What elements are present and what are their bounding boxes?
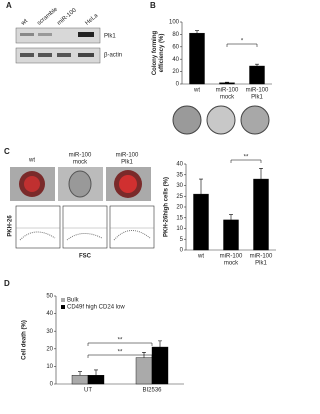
panel-label: A xyxy=(6,1,12,10)
legend-label: CD49f high CD24 low xyxy=(67,305,125,311)
y-tick-label: 40 xyxy=(172,57,179,63)
significance-bracket xyxy=(230,159,262,163)
y-tick-label: 10 xyxy=(176,226,183,232)
axis-label: FSC xyxy=(79,254,92,260)
x-tick-label: UT xyxy=(84,388,92,394)
flow-plots: PKH-26 FSC xyxy=(8,205,155,260)
y-tick-label: 0 xyxy=(50,382,54,388)
y-tick-label: 15 xyxy=(176,215,183,221)
image-label: miR-100 xyxy=(116,153,139,159)
bar xyxy=(223,219,239,251)
y-tick-label: 25 xyxy=(176,194,183,200)
x-tick-label: mock xyxy=(224,261,239,267)
y-axis-label: Cell death (%) xyxy=(22,320,28,360)
x-tick-label: miR-100 xyxy=(220,254,243,260)
lane-label: wt xyxy=(20,18,29,27)
lane-label: HeLa xyxy=(84,12,99,26)
x-tick-label: wt xyxy=(197,254,204,260)
significance-label: * xyxy=(241,39,244,45)
y-tick-label: 0 xyxy=(176,82,180,88)
error-bar xyxy=(195,30,199,34)
lane-label: miR-100 xyxy=(56,7,78,27)
bar xyxy=(219,82,235,85)
error-bar xyxy=(94,369,98,376)
bar xyxy=(87,375,105,385)
image-label: wt xyxy=(28,158,35,164)
bar xyxy=(71,375,89,385)
bar xyxy=(189,32,205,85)
x-tick-label: mock xyxy=(220,95,235,101)
error-bar xyxy=(255,63,259,67)
sphere-images: wt miR-100 mock miR-100 Plk1 xyxy=(10,153,151,201)
y-tick-label: 50 xyxy=(46,294,53,300)
significance-bracket xyxy=(87,342,153,346)
significance-label: ** xyxy=(118,338,123,344)
x-tick-label: Plk1 xyxy=(255,261,267,267)
x-tick-label: wt xyxy=(193,88,200,94)
bar xyxy=(249,65,265,85)
y-tick-label: 30 xyxy=(176,183,183,189)
axis-label: PKH-26 xyxy=(8,215,14,237)
image-label: mock xyxy=(73,160,88,166)
y-tick-label: 80 xyxy=(172,32,179,38)
y-tick-label: 60 xyxy=(172,44,179,50)
y-axis-label: efficiency (%) xyxy=(159,34,165,73)
bar xyxy=(135,357,153,385)
y-axis-label: PKH-26high cells (%) xyxy=(164,177,170,237)
x-tick-label: miR-100 xyxy=(250,254,273,260)
legend-label: Bulk xyxy=(67,298,80,304)
legend-swatch xyxy=(61,305,65,309)
bar xyxy=(151,346,169,385)
x-tick-label: miR-100 xyxy=(246,88,269,94)
significance-bracket xyxy=(226,43,258,47)
error-bar xyxy=(229,214,233,220)
error-bar xyxy=(158,340,162,348)
bar xyxy=(253,178,269,251)
y-tick-label: 40 xyxy=(46,311,53,317)
y-tick-label: 20 xyxy=(176,205,183,211)
colony-dishes xyxy=(172,105,270,135)
y-tick-label: 100 xyxy=(169,20,180,26)
x-tick-label: BI2536 xyxy=(142,388,162,394)
error-bar xyxy=(259,168,263,180)
y-tick-label: 30 xyxy=(46,329,53,335)
x-tick-label: Plk1 xyxy=(251,95,263,101)
image-label: miR-100 xyxy=(69,153,92,159)
legend-swatch xyxy=(61,298,65,302)
y-tick-label: 40 xyxy=(176,162,183,168)
y-tick-label: 20 xyxy=(46,346,53,352)
y-tick-label: 35 xyxy=(176,172,183,178)
lane-label: scramble xyxy=(36,6,59,27)
y-tick-label: 20 xyxy=(172,69,179,75)
panel-label: B xyxy=(150,1,156,10)
error-bar xyxy=(225,81,229,83)
x-tick-label: miR-100 xyxy=(216,88,239,94)
significance-label: ** xyxy=(244,155,249,161)
y-tick-label: 5 xyxy=(180,237,184,243)
bar xyxy=(193,193,209,251)
row-label: Plk1 xyxy=(104,34,116,40)
y-tick-label: 10 xyxy=(46,364,53,370)
significance-bracket xyxy=(87,354,153,358)
blot xyxy=(15,27,101,64)
panel-label: D xyxy=(4,279,10,288)
error-bar xyxy=(78,371,82,376)
row-label: β-actin xyxy=(104,53,122,59)
y-tick-label: 0 xyxy=(180,248,184,254)
error-bar xyxy=(199,178,203,195)
image-label: Plk1 xyxy=(121,160,133,166)
y-axis-label: Colony forming xyxy=(152,31,158,76)
panel-label: C xyxy=(4,147,10,156)
significance-label: ** xyxy=(118,350,123,356)
figure: A B C D wt scramble miR-100 HeLa Plk1 β-… xyxy=(4,1,276,394)
